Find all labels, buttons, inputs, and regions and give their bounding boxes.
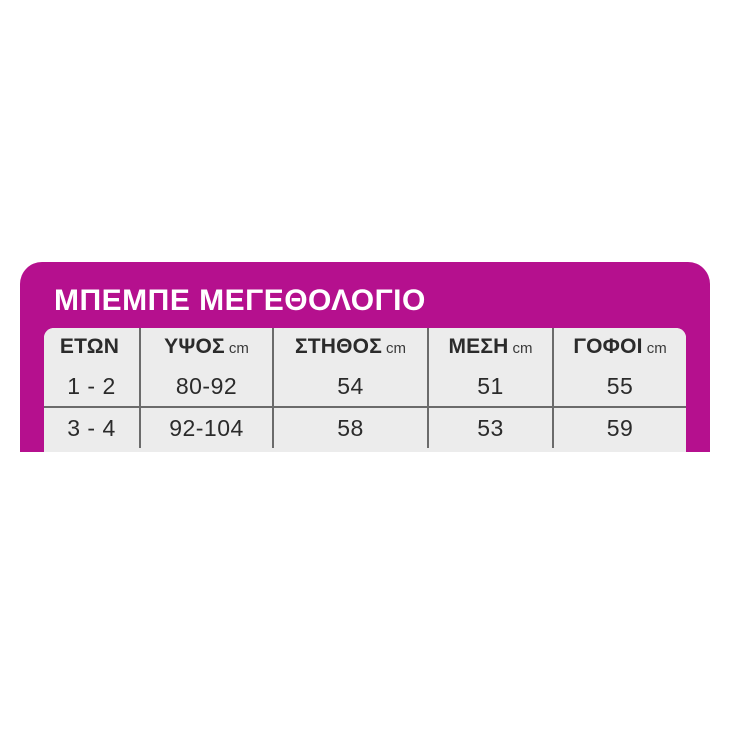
table-cell: 3 - 4 (44, 407, 141, 448)
table-cell: 1 - 2 (44, 366, 141, 408)
table-cell: 53 (428, 407, 554, 448)
table-cell: 80-92 (140, 366, 274, 408)
table-cell: 92-104 (140, 407, 274, 448)
table-row: 3 - 4 92-104 58 53 59 (44, 407, 686, 448)
page-title: ΜΠΕΜΠΕ ΜΕΓΕΘΟΛΟΓΙΟ (54, 284, 426, 317)
column-header-unit: cm (228, 340, 249, 357)
table-cell: 51 (428, 366, 554, 408)
table-body: 1 - 2 80-92 54 51 55 3 - 4 92-104 58 53 … (44, 366, 686, 448)
table-cell: 55 (553, 366, 686, 408)
table-cell: 54 (273, 366, 429, 408)
table-header-row: ΕΤΩΝ ΥΨΟΣ cm ΣΤΗΘΟΣ cm ΜΕΣΗ cm ΓΟΦΟΙ cm (44, 328, 686, 366)
table-header: ΕΤΩΝ ΥΨΟΣ cm ΣΤΗΘΟΣ cm ΜΕΣΗ cm ΓΟΦΟΙ cm (44, 328, 686, 366)
column-header-gofoi: ΓΟΦΟΙ cm (553, 328, 686, 366)
column-header-mesi: ΜΕΣΗ cm (428, 328, 554, 366)
column-header-unit: cm (512, 340, 533, 357)
column-header-label: ΥΨΟΣ (164, 335, 225, 358)
table-row: 1 - 2 80-92 54 51 55 (44, 366, 686, 408)
table-cell: 59 (553, 407, 686, 448)
column-header-label: ΕΤΩΝ (59, 335, 120, 358)
size-chart-panel: ΜΠΕΜΠΕ ΜΕΓΕΘΟΛΟΓΙΟ ΕΤΩΝ ΥΨΟΣ cm ΣΤΗΘΟΣ cm (20, 262, 710, 452)
column-header-unit: cm (386, 340, 407, 357)
column-header-unit: cm (646, 340, 667, 357)
column-header-label: ΓΟΦΟΙ (573, 335, 643, 358)
column-header-label: ΣΤΗΘΟΣ (294, 335, 383, 358)
column-header-label: ΜΕΣΗ (448, 335, 509, 358)
column-header-etwn: ΕΤΩΝ (44, 328, 141, 366)
table-cell: 58 (273, 407, 429, 448)
size-table-container: ΕΤΩΝ ΥΨΟΣ cm ΣΤΗΘΟΣ cm ΜΕΣΗ cm ΓΟΦΟΙ cm (44, 328, 686, 452)
column-header-sithos: ΣΤΗΘΟΣ cm (273, 328, 429, 366)
column-header-ypsos: ΥΨΟΣ cm (140, 328, 274, 366)
size-table: ΕΤΩΝ ΥΨΟΣ cm ΣΤΗΘΟΣ cm ΜΕΣΗ cm ΓΟΦΟΙ cm (44, 328, 686, 448)
